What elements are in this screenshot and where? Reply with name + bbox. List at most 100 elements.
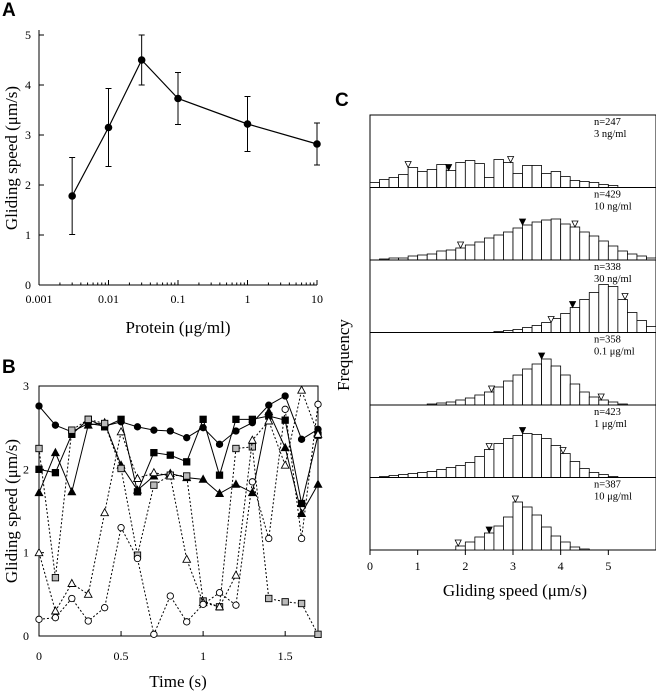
panel-b-y-tick-label: 1 (23, 546, 29, 560)
panel-b-data-point (297, 499, 306, 508)
panel-c-x-tick-label: 1 (415, 559, 421, 573)
panel-b-data-point (280, 460, 290, 469)
panel-c-sd-marker (506, 156, 515, 164)
panel-c-histogram-bar (598, 284, 609, 333)
panel-c-histogram-bar (474, 163, 485, 188)
panel-b-data-point (166, 592, 174, 600)
panel-b-data-point (247, 435, 257, 444)
panel-a-data-point (174, 94, 182, 103)
panel-b-data-point (248, 478, 257, 486)
panel-a-y-tick-label: 5 (25, 28, 31, 42)
panel-c-histogram-bar (474, 536, 485, 551)
panel-b-data-point (281, 416, 289, 424)
panel-c-concentration-label: 30 ng/ml (594, 274, 632, 285)
panel-b-data-point (183, 458, 191, 466)
panel-c-histogram-bar (417, 472, 428, 478)
panel-b-data-point (232, 427, 240, 435)
panel-c-histogram-bar (512, 374, 523, 406)
panel-c-histogram-bar (474, 241, 485, 261)
panel-a-series-line (71, 58, 318, 197)
panel-b-data-point (149, 467, 159, 477)
panel-c-histogram-bar (369, 182, 380, 188)
panel-c-sd-marker (621, 293, 629, 301)
panel-c-histogram-bar (522, 506, 533, 551)
panel-a-x-tick-label: 10 (311, 292, 323, 306)
panel-b-data-point (100, 604, 109, 612)
panel-a-chart: 0.001 0.01 0.1 1 10 0 1 2 3 4 5 Protein (μg/ml) Gl… (2, 28, 323, 337)
panel-c-mean-marker (518, 218, 527, 226)
panel-c-concentration-label: 0.1 μg/ml (594, 347, 635, 358)
panel-b-data-point (214, 488, 225, 497)
panel-c-x-tick-label: 4 (558, 559, 564, 573)
panel-b-data-point (67, 578, 77, 587)
panel-a-data-point (313, 140, 321, 148)
panel-c-histogram-bar (455, 399, 466, 406)
panel-b-frame (38, 385, 319, 637)
panel-c-histogram-bar (598, 240, 609, 261)
panel-c-histogram-bar (550, 365, 562, 406)
panel-c-histogram-bar (569, 307, 581, 333)
panel-b-y-tick-label: 0 (23, 629, 29, 643)
panel-c-x-tick-label: 3 (510, 559, 516, 573)
panel-b-data-point (281, 598, 289, 606)
panel-c-concentration-label: 3 ng/ml (594, 129, 626, 140)
panel-c-histogram-bar (464, 462, 476, 478)
panel-c-histogram-bar (445, 467, 457, 478)
panel-c-histogram-bar (493, 525, 504, 551)
panel-c-mean-marker (485, 526, 493, 534)
panel-c-histogram-bar (531, 221, 542, 261)
panel-b-data-point (280, 442, 290, 452)
panel-b-data-point (183, 472, 191, 480)
panel-c-histogram-bar (455, 162, 466, 188)
panel-b-data-point (297, 435, 306, 443)
panel-c-histogram-bar (588, 235, 600, 261)
panel-c-histogram-bar (569, 461, 581, 478)
panel-b-data-point (264, 406, 274, 416)
panel-c-histogram-bar (445, 170, 457, 188)
panel-b-data-point (248, 443, 257, 451)
panel-c-histogram-bar (541, 219, 552, 261)
panel-b-data-point (247, 487, 257, 497)
panel-c-histogram-bar (560, 223, 571, 261)
panel-c-sd-marker (547, 316, 555, 324)
panel-c-histogram-bar (493, 443, 504, 478)
panel-c-histogram-bar (541, 438, 552, 478)
panel-c-histogram-bar (579, 299, 590, 333)
panel-b-data-point (150, 426, 158, 434)
panel-b-data-point (68, 594, 76, 603)
panel-c-histogram-bar (503, 516, 514, 551)
panel-c-concentration-label: 1 μg/ml (594, 419, 627, 430)
panel-b-data-point (199, 415, 207, 423)
panel-b-data-point (50, 606, 60, 615)
panel-c-histogram-bar (569, 383, 581, 406)
panel-b-data-point (165, 471, 175, 480)
panel-b-data-point (166, 451, 174, 459)
panel-b-series-filled-circle (35, 392, 322, 448)
panel-c-histogram-bar (598, 399, 609, 406)
panel-b-data-point (83, 420, 93, 429)
panel-c-sd-marker (597, 393, 605, 401)
panel-c-histogram-bar (483, 177, 495, 188)
panel-c-histogram-bar (436, 250, 447, 261)
panel-b-data-point (35, 402, 43, 410)
panel-c-histogram-bar (512, 435, 523, 478)
panel-c-histogram-bar (512, 501, 523, 551)
panel-c-sd-marker (487, 385, 496, 393)
panel-a-data-point (68, 192, 76, 200)
panel-c-histogram-bar (579, 548, 590, 551)
panel-c-histogram-bar (503, 162, 514, 188)
panel-a-ylabel: Gliding speed (μm/s) (2, 86, 21, 230)
panel-c-histogram-bar (503, 231, 514, 261)
panel-b-data-point (281, 392, 289, 400)
panel-c-histogram-bar (426, 253, 438, 261)
panel-b-series-line (38, 388, 319, 613)
panel-c-histogram-bar (455, 465, 466, 478)
panel-b-data-point (265, 594, 273, 603)
panel-b-ylabel: Gliding speed (μm/s) (2, 439, 21, 583)
panel-c-histogram-bar (483, 449, 495, 478)
panel-b-data-point (215, 589, 224, 597)
panel-b-data-point (84, 617, 92, 625)
